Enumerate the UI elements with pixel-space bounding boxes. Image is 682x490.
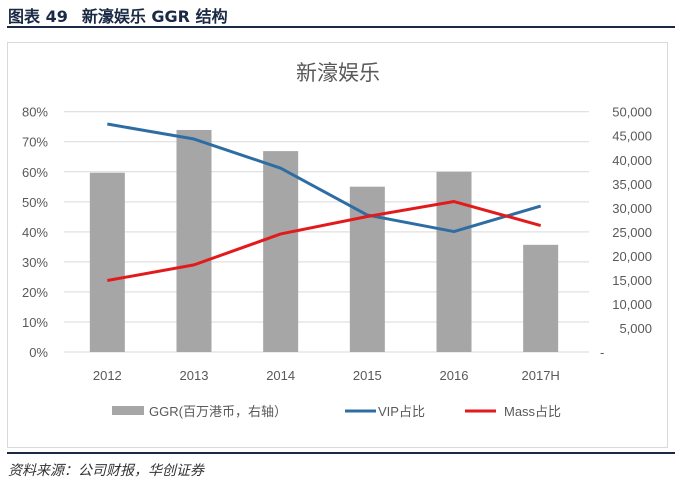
bar-2015	[349, 186, 385, 352]
bar-2017H	[523, 244, 559, 352]
footer-rule	[7, 452, 675, 454]
x-tick-label: 2015	[353, 368, 382, 383]
right-tick-label: 5,000	[619, 321, 652, 336]
right-tick-label: 10,000	[612, 297, 652, 312]
right-tick-label: 40,000	[612, 153, 652, 168]
bar-2014	[263, 151, 299, 352]
left-tick-label: 60%	[22, 165, 48, 180]
left-tick-label: 10%	[22, 315, 48, 330]
bar-2016	[436, 171, 472, 352]
right-tick-label: 30,000	[612, 201, 652, 216]
left-tick-label: 30%	[22, 255, 48, 270]
x-tick-label: 2012	[93, 368, 122, 383]
legend-ggr-swatch	[112, 406, 144, 415]
header-rule	[7, 26, 675, 28]
legend-ggr-label: GGR(百万港币，右轴）	[149, 404, 287, 419]
right-tick-label: 15,000	[612, 273, 652, 288]
source-note: 资料来源：公司财报，华创证券	[8, 463, 204, 479]
chart-title: 新濠娱乐	[296, 62, 380, 85]
right-tick-label: 35,000	[612, 177, 652, 192]
line-mass	[107, 200, 542, 282]
legend-vip-label: VIP占比	[378, 404, 425, 419]
line-vip	[107, 122, 542, 234]
x-tick-label: 2017H	[522, 368, 560, 383]
left-tick-label: 0%	[29, 345, 48, 360]
right-tick-label: -	[600, 345, 604, 360]
right-tick-label: 25,000	[612, 225, 652, 240]
figure-title: 新濠娱乐 GGR 结构	[81, 7, 228, 26]
left-tick-label: 20%	[22, 285, 48, 300]
x-tick-label: 2014	[266, 368, 295, 383]
right-tick-label: 50,000	[612, 105, 652, 120]
left-tick-label: 70%	[22, 135, 48, 150]
chart-frame	[7, 42, 668, 448]
x-tick-label: 2013	[180, 368, 209, 383]
x-tick-label: 2016	[440, 368, 469, 383]
bar-2012	[89, 172, 125, 352]
bar-2013	[176, 129, 212, 352]
legend-mass-label: Mass占比	[504, 404, 561, 419]
figure-label: 图表 49	[8, 7, 68, 26]
left-tick-label: 80%	[22, 105, 48, 120]
right-tick-label: 20,000	[612, 249, 652, 264]
left-tick-label: 50%	[22, 195, 48, 210]
figure-header: 图表 49 新濠娱乐 GGR 结构	[8, 3, 242, 27]
right-tick-label: 45,000	[612, 129, 652, 144]
left-tick-label: 40%	[22, 225, 48, 240]
